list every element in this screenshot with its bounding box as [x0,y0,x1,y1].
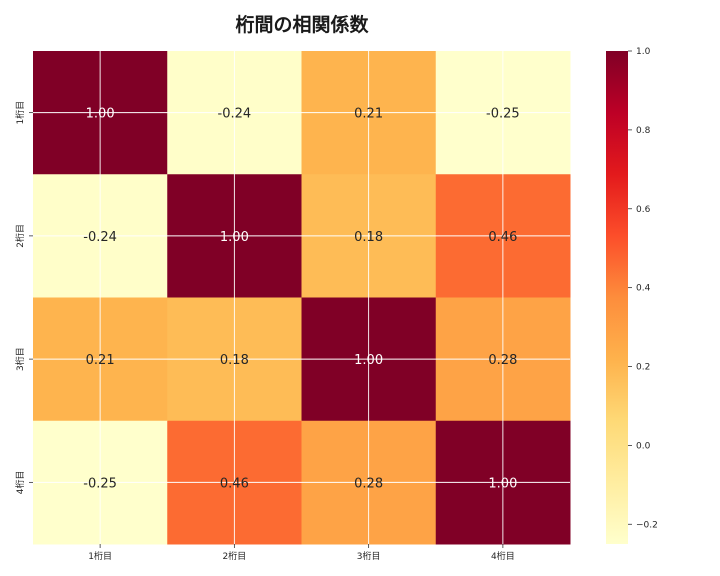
cell-value-label-r2-c4: 0.46 [488,230,517,245]
cell-value-label-r1-c2: -0.24 [218,107,252,122]
y-tick-label: 4桁目 [14,471,26,495]
cell-value-label-r1-c4: -0.25 [486,107,520,122]
cell-value-label-r4-c4: 1.00 [488,476,517,491]
colorbar-tick-label: 0.8 [636,126,651,136]
colorbar-gradient [606,51,628,544]
colorbar-tick-label: 0.2 [636,363,650,373]
x-tick-label: 2桁目 [223,550,247,562]
cell-value-label-r3-c4: 0.28 [488,353,517,368]
colorbar: −0.2 0.0 0.2 0.4 0.6 0.8 1.0 [606,47,658,544]
cell-value-label-r4-c2: 0.46 [220,476,249,491]
chart-title: 桁間の相関係数 [235,14,369,36]
cell-value-label-r3-c3: 1.00 [354,353,383,368]
y-tick-label: 2桁目 [14,224,26,248]
colorbar-tick-label: −0.2 [636,520,658,530]
heatmap-gridlines [33,51,570,544]
cell-value-label-r2-c3: 0.18 [354,230,383,245]
x-tick-label: 3桁目 [357,550,381,562]
y-tick-label: 3桁目 [14,347,26,371]
y-tick-label: 1桁目 [14,101,26,125]
cell-value-label-r3-c2: 0.18 [220,353,249,368]
x-axis: 1桁目 2桁目 3桁目 4桁目 [88,544,515,562]
cell-value-label-r1-c3: 0.21 [354,107,383,122]
cell-value-label-r2-c2: 1.00 [220,230,249,245]
cell-value-label-r4-c1: -0.25 [83,476,117,491]
colorbar-tick-label: 0.0 [636,441,651,451]
cell-value-label-r4-c3: 0.28 [354,476,383,491]
x-tick-label: 1桁目 [88,550,112,562]
cell-value-label-r1-c1: 1.00 [86,107,115,122]
x-tick-label: 4桁目 [491,550,515,562]
colorbar-tick-label: 0.4 [636,284,651,294]
colorbar-tick-label: 1.0 [636,47,651,57]
heatmap-cell-labels: 1.00 -0.24 0.21 -0.25 -0.24 1.00 0.18 0.46 0.21 0… [83,107,519,492]
cell-value-label-r3-c1: 0.21 [86,353,115,368]
colorbar-tick-label: 0.6 [636,205,651,215]
heatmap-cells [33,51,571,545]
y-axis: 1桁目 2桁目 3桁目 4桁目 [14,101,33,494]
cell-value-label-r2-c1: -0.24 [83,230,117,245]
